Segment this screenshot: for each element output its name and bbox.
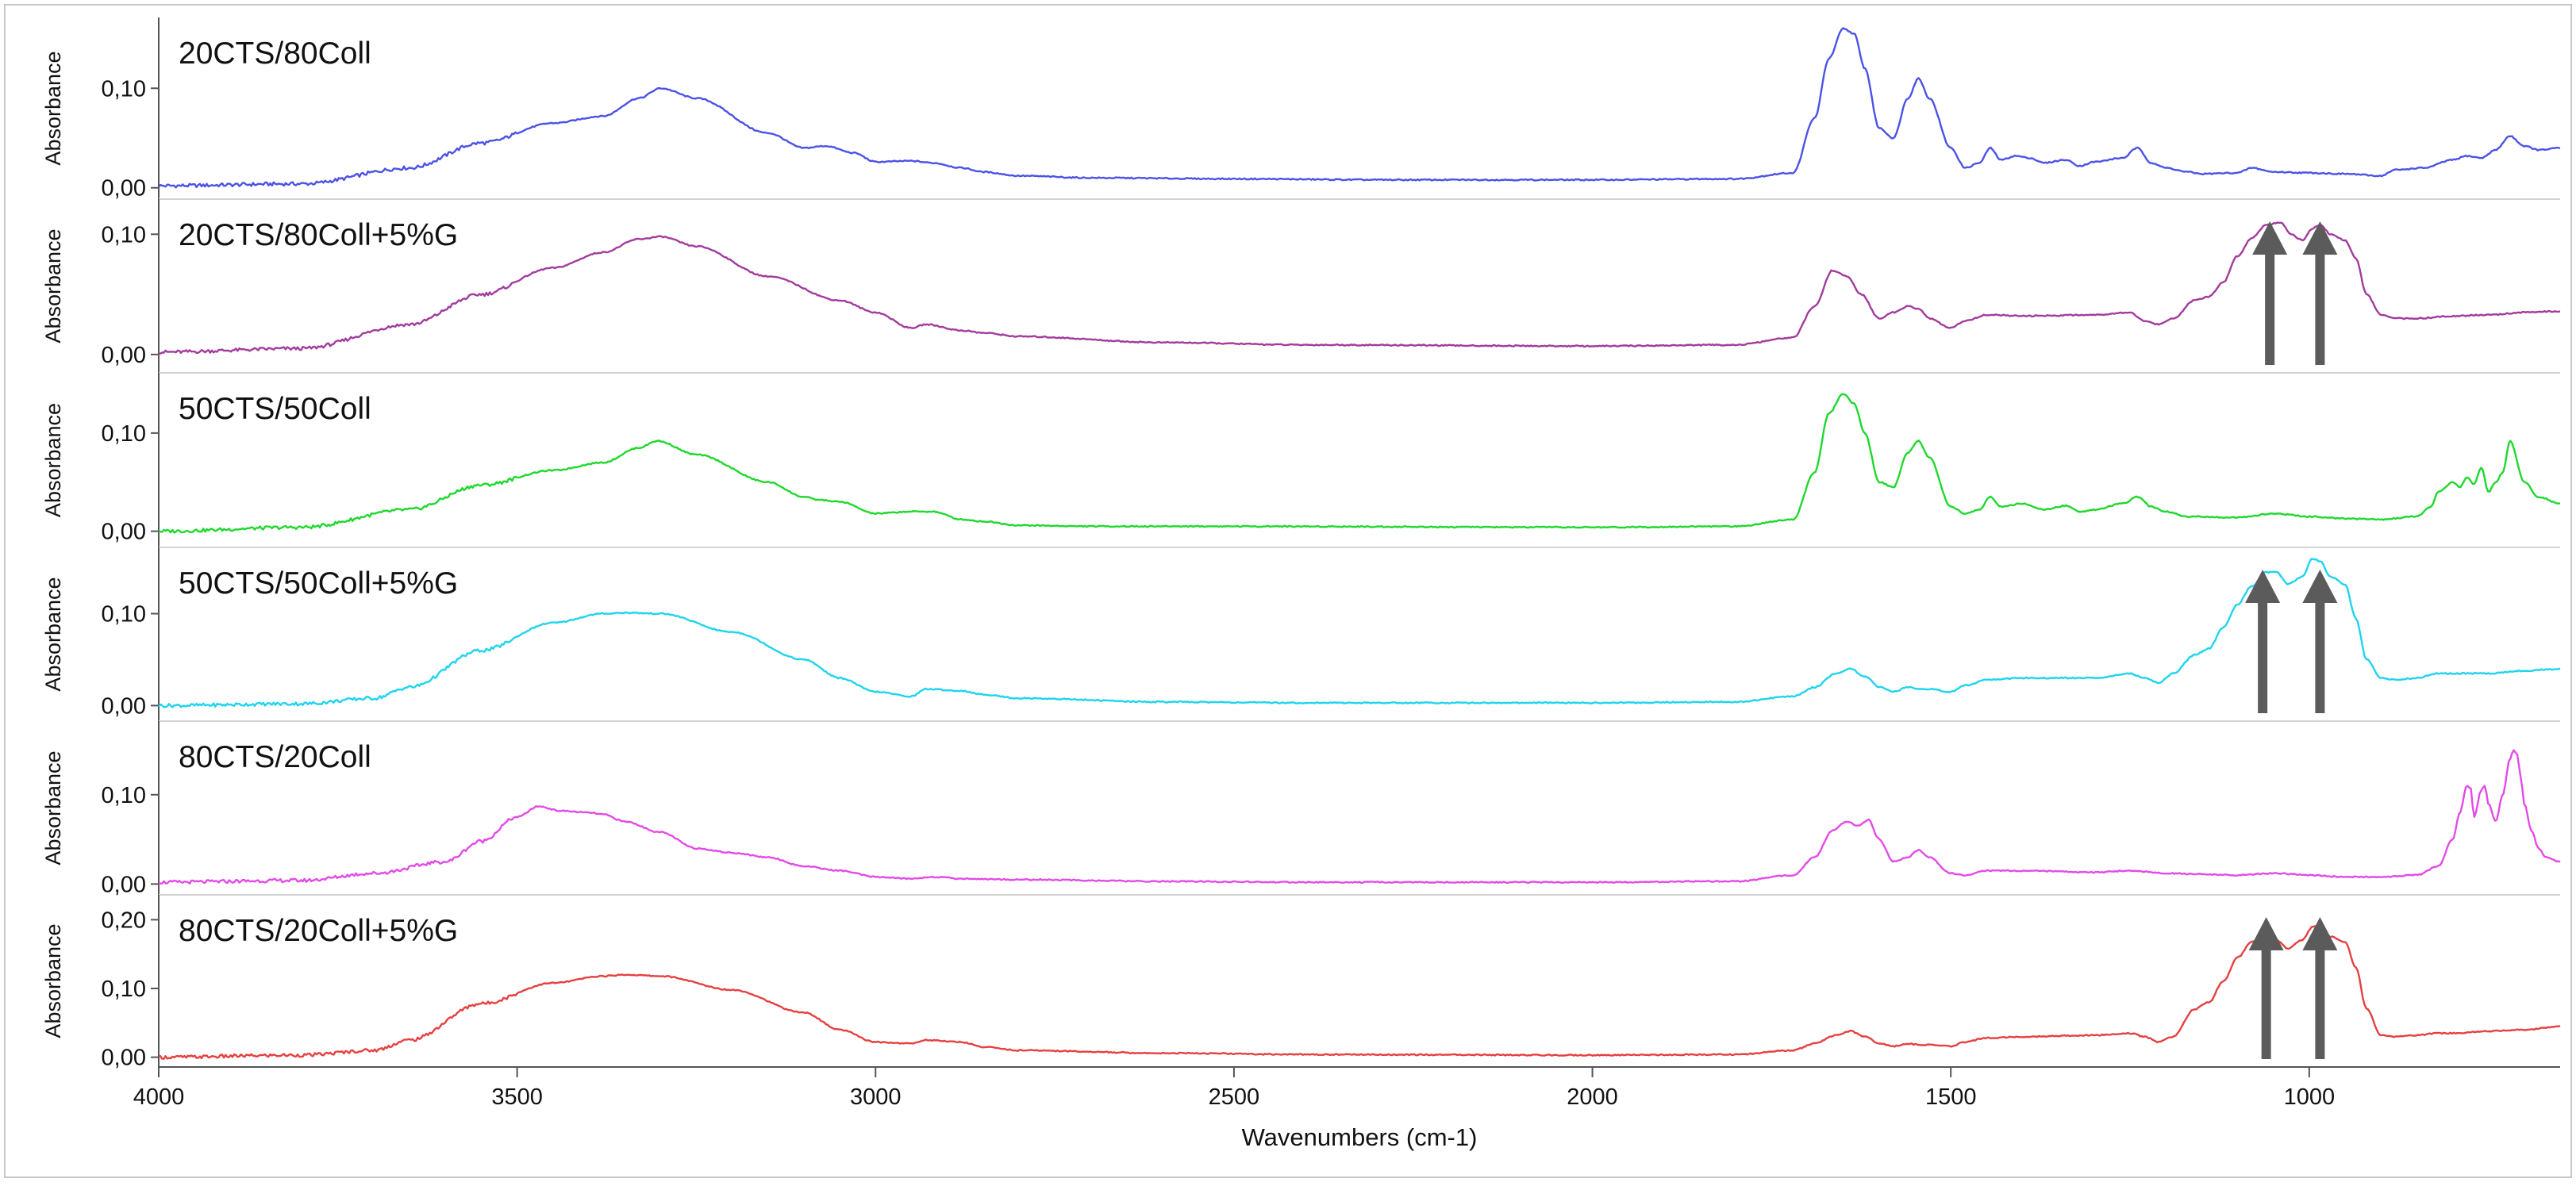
panel-6: 0,00 0,10 0,20 Absorbance 80CTS/20Coll+5%G (41, 894, 2561, 1071)
panels-layer: 0,00 0,10 Absorbance 20CTS/80Coll 0,00 0,10 Ab… (41, 17, 2561, 1071)
series-line (158, 221, 2561, 355)
y-tick-label: 0,10 (102, 977, 146, 1002)
series-label: 80CTS/20Coll (179, 740, 371, 774)
x-axis: 4000 3500 3000 2500 2000 1500 1000 (133, 1066, 2560, 1110)
y-tick-label: 0,10 (102, 76, 146, 102)
y-tick-label: 0,00 (102, 176, 146, 202)
x-tick-label: 2000 (1567, 1084, 1618, 1110)
y-tick-label: 0,10 (102, 783, 146, 808)
series-label: 50CTS/50Coll (179, 392, 371, 426)
y-tick-label: 0,00 (102, 693, 146, 719)
peak-arrow (2248, 917, 2284, 1059)
series-label: 20CTS/80Coll (179, 36, 371, 71)
series-label: 80CTS/20Coll+5%G (179, 914, 458, 948)
x-tick-label: 3000 (850, 1084, 902, 1110)
y-axis-label: Absorbance (41, 923, 65, 1038)
y-tick-label: 0,00 (102, 343, 146, 368)
x-axis-label: Wavenumbers (cm-1) (1242, 1123, 1478, 1151)
peak-arrow (2302, 221, 2338, 365)
series-line (158, 558, 2561, 708)
panel-1: 0,00 0,10 Absorbance 20CTS/80Coll (41, 17, 2561, 202)
series-line (158, 27, 2561, 189)
y-tick-label: 0,10 (102, 602, 146, 628)
peak-arrow (2302, 917, 2338, 1059)
panel-5: 0,00 0,10 Absorbance 80CTS/20Coll (41, 720, 2561, 897)
x-tick-label: 4000 (133, 1084, 185, 1110)
peak-arrow (2252, 221, 2288, 365)
y-tick-label: 0,20 (102, 908, 146, 933)
panel-3: 0,00 0,10 Absorbance 50CTS/50Coll (41, 372, 2561, 547)
x-tick-label: 1000 (2284, 1084, 2336, 1110)
series-line (158, 925, 2561, 1060)
y-axis-label: Absorbance (41, 51, 65, 165)
y-tick-label: 0,10 (102, 421, 146, 447)
y-axis-label: Absorbance (41, 228, 65, 343)
x-tick-label: 3500 (491, 1084, 543, 1110)
y-axis-label: Absorbance (41, 403, 65, 517)
series-line (158, 749, 2561, 885)
y-tick-label: 0,00 (102, 1046, 146, 1071)
y-axis-label: Absorbance (41, 750, 65, 865)
series-line (158, 393, 2561, 534)
outer-frame (4, 4, 2572, 1178)
series-label: 50CTS/50Coll+5%G (179, 566, 458, 601)
y-tick-label: 0,00 (102, 520, 146, 545)
panel-2: 0,00 0,10 Absorbance 20CTS/80Coll+5%G (41, 198, 2561, 373)
y-axis-label: Absorbance (41, 577, 65, 691)
series-label: 20CTS/80Coll+5%G (179, 218, 458, 252)
panel-4: 0,00 0,10 Absorbance 50CTS/50Coll+5%G (41, 547, 2561, 721)
peak-arrow (2302, 570, 2338, 713)
peak-arrow (2245, 570, 2281, 713)
x-tick-label: 2500 (1209, 1084, 1260, 1110)
x-tick-label: 1500 (1925, 1084, 1977, 1110)
y-tick-label: 0,00 (102, 872, 146, 897)
y-tick-label: 0,10 (102, 222, 146, 248)
